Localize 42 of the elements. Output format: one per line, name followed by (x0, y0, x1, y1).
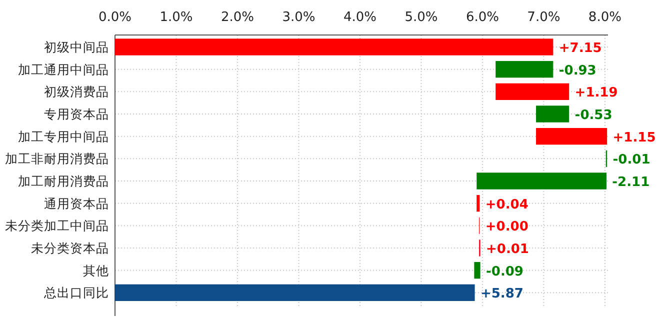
x-tick-label: 5.0% (404, 10, 438, 25)
x-tick-label: 0.0% (98, 10, 132, 25)
data-label: +1.19 (574, 86, 618, 101)
x-tick-label: 4.0% (343, 10, 376, 25)
bar (476, 172, 606, 190)
data-label: +0.04 (485, 197, 528, 212)
data-label: +5.87 (480, 286, 524, 302)
y-tick-label: 加工耐用消费品 (18, 174, 109, 188)
data-label: -0.01 (612, 152, 650, 168)
bar (476, 194, 480, 212)
data-label: -0.93 (558, 63, 596, 78)
y-tick-label: 加工通用中间品 (18, 62, 109, 77)
data-label: +7.15 (558, 41, 602, 56)
bar (496, 60, 554, 78)
y-tick-label: 加工非耐用消费品 (5, 151, 109, 166)
y-tick-label: 专用资本品 (44, 106, 109, 122)
data-label: -0.09 (486, 264, 524, 280)
x-tick-label: 1.0% (160, 10, 193, 25)
data-label: +0.00 (485, 220, 528, 235)
bar (114, 284, 475, 302)
y-tick-label: 通用资本品 (44, 196, 109, 211)
y-tick-label: 未分类加工中间品 (5, 218, 109, 234)
y-tick-label: 其他 (83, 262, 109, 278)
x-tick-label: 2.0% (220, 10, 254, 25)
y-tick-label: 未分类资本品 (31, 240, 109, 256)
bar (114, 38, 554, 56)
y-tick-label: 初级中间品 (44, 40, 109, 54)
bar (474, 262, 480, 279)
data-label: -0.53 (574, 108, 612, 123)
data-label: +1.15 (612, 130, 656, 146)
x-tick-label: 8.0% (588, 10, 622, 25)
data-label: -2.11 (612, 175, 650, 190)
bar (536, 106, 570, 122)
y-tick-label: 初级消费品 (44, 84, 109, 100)
y-tick-label: 总出口同比 (43, 285, 109, 300)
bar (496, 83, 570, 100)
x-tick-label: 6.0% (466, 10, 499, 25)
y-tick-label: 加工专用中间品 (18, 128, 109, 144)
x-tick-label: 7.0% (527, 10, 560, 25)
data-label: +0.01 (486, 242, 529, 257)
x-tick-label: 3.0% (282, 10, 316, 25)
bar (536, 128, 608, 145)
